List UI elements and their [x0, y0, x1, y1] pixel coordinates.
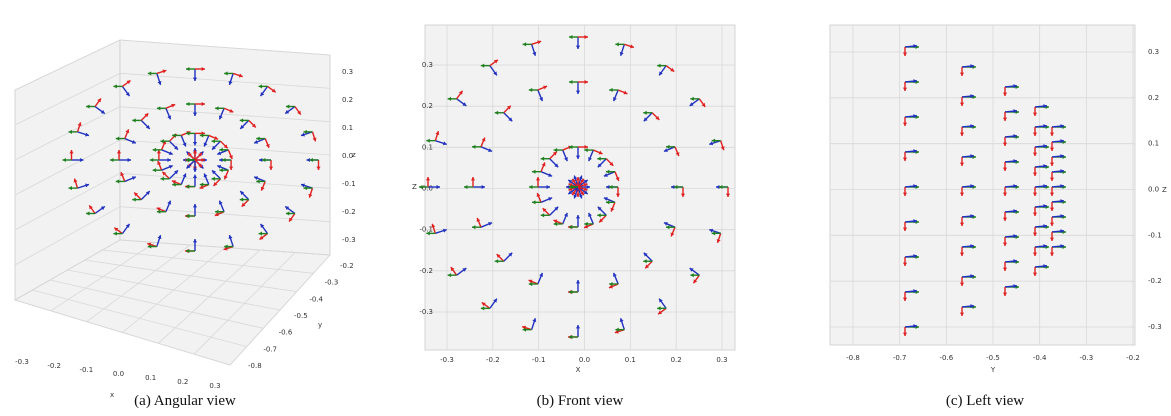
caption: (a) Angular view — [134, 393, 236, 409]
tick-label: -0.5 — [986, 354, 1000, 362]
tick-label: 0.0 — [1148, 186, 1159, 194]
tick-label: -0.3 — [325, 279, 339, 287]
axis-label: y — [318, 321, 322, 329]
tick-label: -0.8 — [846, 354, 860, 362]
tick-label: -0.6 — [939, 354, 953, 362]
tick-label: -0.4 — [1033, 354, 1047, 362]
tick-label: -0.2 — [340, 262, 354, 270]
tick-label: -0.2 — [1126, 354, 1140, 362]
tick-label: 0.1 — [145, 374, 156, 382]
tick-label: -0.2 — [486, 356, 500, 364]
tick-label: 0.3 — [209, 382, 220, 390]
tick-label: -0.4 — [309, 295, 323, 303]
tick-label: 0.2 — [671, 356, 682, 364]
tick-label: -0.3 — [440, 356, 454, 364]
tick-label: -0.1 — [1148, 231, 1162, 239]
axis-label: X — [576, 366, 581, 374]
tick-label: 0.3 — [342, 68, 353, 76]
tick-label: -0.7 — [263, 345, 277, 353]
tick-label: -0.5 — [294, 312, 308, 320]
axis-label: x — [110, 391, 114, 399]
tick-label: -0.1 — [419, 226, 433, 234]
tick-label: -0.2 — [419, 267, 433, 275]
tick-label: 0.2 — [422, 102, 433, 110]
caption: (b) Front view — [537, 393, 624, 409]
tick-label: 0.0 — [113, 370, 124, 378]
tick-label: 0.1 — [1148, 140, 1159, 148]
tick-label: -0.3 — [419, 308, 433, 316]
tick-label: 0.1 — [625, 356, 636, 364]
tick-label: -0.2 — [342, 208, 356, 216]
caption: (c) Left view — [946, 393, 1024, 409]
axis-label: Z — [1162, 186, 1167, 194]
axis-label: Y — [990, 366, 996, 374]
tick-label: -0.1 — [79, 366, 93, 374]
tick-label: -0.3 — [1148, 323, 1162, 331]
tick-label: -0.3 — [342, 236, 356, 244]
tick-label: 0.2 — [342, 96, 353, 104]
tick-label: -0.2 — [47, 362, 61, 370]
tick-label: 0.0 — [579, 356, 590, 364]
tick-label: 0.3 — [716, 356, 727, 364]
tick-label: 0.3 — [1148, 48, 1159, 56]
tick-label: -0.3 — [15, 358, 29, 366]
tick-label: -0.8 — [248, 362, 262, 370]
figure: (a) Angular view (b) Front view (c) Left… — [0, 0, 1171, 416]
tick-label: -0.3 — [1079, 354, 1093, 362]
tick-label: -0.7 — [893, 354, 907, 362]
tick-label: 0.1 — [422, 143, 433, 151]
tick-label: 0.2 — [1148, 94, 1159, 102]
tick-label: 0.1 — [342, 124, 353, 132]
tick-label: 0.2 — [177, 378, 188, 386]
tick-label: -0.1 — [342, 180, 356, 188]
tick-label: -0.1 — [532, 356, 546, 364]
axis-label: Z — [412, 183, 417, 191]
arrow-head — [419, 185, 422, 189]
tick-label: 0.3 — [422, 61, 433, 69]
axis-label: z — [352, 151, 356, 159]
pane-side — [830, 25, 1135, 345]
tick-label: -0.2 — [1148, 277, 1162, 285]
tick-label: -0.6 — [279, 329, 293, 337]
